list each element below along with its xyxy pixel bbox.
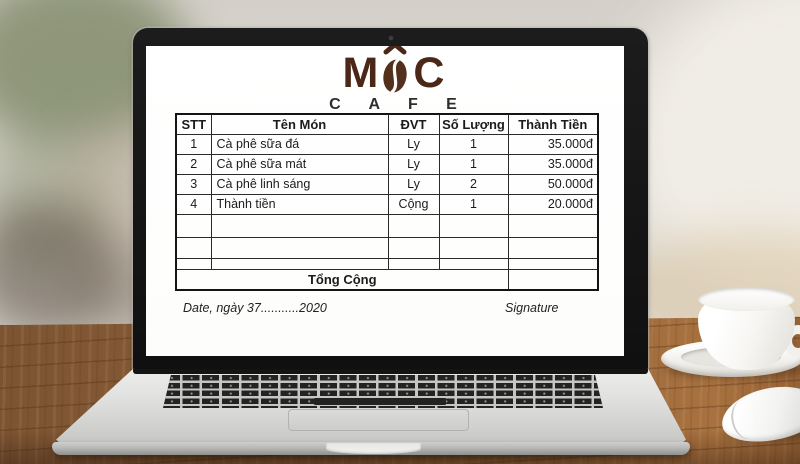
logo-subtitle: C A F E bbox=[329, 96, 469, 113]
cell-stt: 2 bbox=[175, 153, 212, 175]
background-blur bbox=[0, 200, 120, 340]
cell-amount: 50.000đ bbox=[507, 173, 599, 195]
cell-unit: Ly bbox=[387, 133, 440, 155]
cell-unit: Ly bbox=[387, 173, 440, 195]
total-value bbox=[507, 268, 599, 291]
table-total-row: Tổng Cộng bbox=[175, 268, 599, 291]
laptop-keyboard bbox=[163, 375, 603, 408]
cell-name: Cà phê sữa đá bbox=[210, 133, 389, 155]
date-line: Date, ngày 37...........2020 bbox=[183, 301, 327, 315]
table-row: 4 Thành tiền Cộng 1 20.000đ bbox=[175, 193, 599, 215]
table-header-row: STT Tên Món ĐVT Số Lượng Thành Tiền bbox=[175, 113, 599, 135]
mouse-seam bbox=[727, 396, 766, 442]
logo-letter-c: C bbox=[413, 49, 444, 97]
cell-amount: 20.000đ bbox=[507, 193, 599, 215]
laptop-hinge bbox=[132, 369, 649, 374]
webcam-icon bbox=[388, 36, 393, 40]
header-thanh-tien: Thành Tiền bbox=[507, 113, 599, 135]
header-stt: STT bbox=[175, 113, 212, 135]
laptop-screen-bezel: M C C A F E STT Tên Món ĐVT bbox=[133, 28, 648, 372]
coffee-cup-rim bbox=[698, 287, 795, 311]
moc-cafe-logo: M C C A F E bbox=[146, 46, 624, 114]
table-empty-row bbox=[175, 236, 599, 259]
logo-letter-m: M bbox=[342, 49, 379, 97]
table-row: 1 Cà phê sữa đá Ly 1 35.000đ bbox=[175, 133, 599, 155]
cell-name: Cà phê sữa mát bbox=[210, 153, 389, 175]
cell-stt: 3 bbox=[175, 173, 212, 195]
cell-stt: 1 bbox=[175, 133, 212, 155]
total-label: Tổng Cộng bbox=[175, 268, 509, 291]
cell-name: Thành tiền bbox=[210, 193, 389, 215]
coffee-bean-icon bbox=[383, 46, 408, 94]
cell-amount: 35.000đ bbox=[507, 153, 599, 175]
logo-wordmark: M C bbox=[162, 46, 624, 97]
laptop-screen: M C C A F E STT Tên Món ĐVT bbox=[146, 46, 624, 356]
table-row: 2 Cà phê sữa mát Ly 1 35.000đ bbox=[175, 153, 599, 175]
table-empty-row bbox=[175, 213, 599, 238]
cell-stt: 4 bbox=[175, 193, 212, 215]
laptop-base bbox=[56, 369, 686, 445]
laptop-trackpad bbox=[288, 409, 469, 431]
cell-qty: 1 bbox=[438, 133, 509, 155]
table-row: 3 Cà phê linh sáng Ly 2 50.000đ bbox=[175, 173, 599, 195]
cell-amount: 35.000đ bbox=[507, 133, 599, 155]
table-empty-row bbox=[175, 257, 599, 270]
cell-qty: 1 bbox=[438, 193, 509, 215]
cell-qty: 2 bbox=[438, 173, 509, 195]
cell-name: Cà phê linh sáng bbox=[210, 173, 389, 195]
laptop-lid-notch bbox=[326, 443, 421, 454]
cell-qty: 1 bbox=[438, 153, 509, 175]
header-ten-mon: Tên Món bbox=[210, 113, 389, 135]
header-so-luong: Số Lượng bbox=[438, 113, 509, 135]
signature-label: Signature bbox=[505, 301, 559, 315]
invoice-table: STT Tên Món ĐVT Số Lượng Thành Tiền 1 Cà… bbox=[175, 113, 599, 291]
spacebar-key bbox=[314, 398, 446, 405]
header-dvt: ĐVT bbox=[387, 113, 440, 135]
cell-unit: Ly bbox=[387, 153, 440, 175]
invoice-footer: Date, ngày 37...........2020 Signature bbox=[146, 301, 624, 321]
cell-unit: Cộng bbox=[387, 193, 440, 215]
